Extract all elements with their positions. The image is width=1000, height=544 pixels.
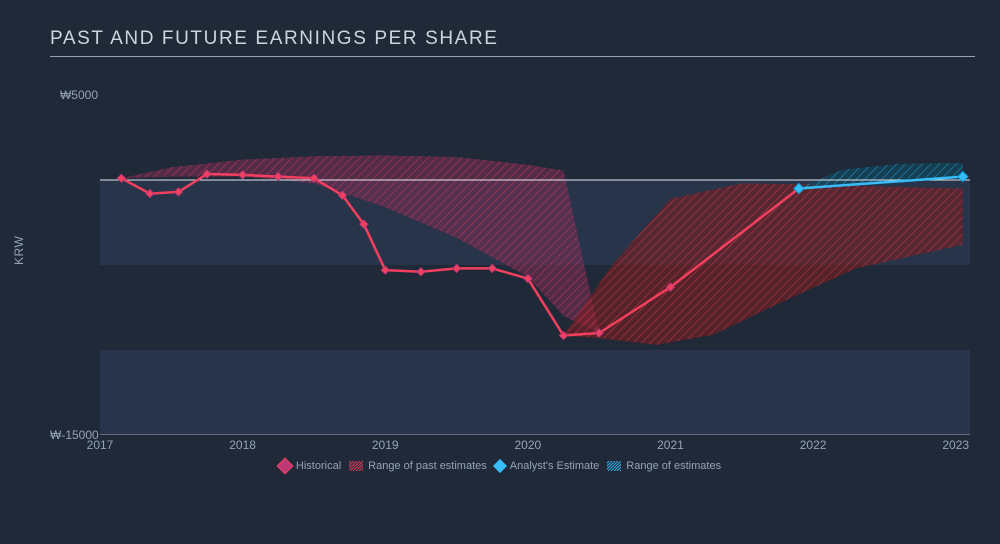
legend-historical: Historical — [279, 460, 341, 472]
chart-title: PAST AND FUTURE EARNINGS PER SHARE — [50, 28, 499, 50]
title-rule — [50, 56, 975, 57]
legend-label: Range of estimates — [626, 460, 721, 472]
hatch-icon — [349, 461, 363, 471]
diamond-icon — [493, 459, 507, 473]
x-tick-label: 2020 — [515, 438, 542, 452]
x-tick-label: 2018 — [229, 438, 256, 452]
legend-past-range: Range of past estimates — [349, 460, 487, 472]
x-tick-label: 2019 — [372, 438, 399, 452]
legend-analyst: Analyst's Estimate — [495, 460, 600, 472]
legend-label: Analyst's Estimate — [510, 460, 600, 472]
hatch-icon — [607, 461, 621, 471]
x-tick-label: 2017 — [87, 438, 114, 452]
x-tick-label: 2022 — [800, 438, 827, 452]
y-axis-label: KRW — [12, 236, 26, 265]
plot-svg — [100, 95, 970, 435]
legend: Historical Range of past estimates Analy… — [0, 460, 1000, 472]
legend-label: Range of past estimates — [368, 460, 487, 472]
diamond-icon — [276, 458, 293, 475]
plot-area — [100, 95, 970, 435]
x-tick-label: 2021 — [657, 438, 684, 452]
legend-est-range: Range of estimates — [607, 460, 721, 472]
legend-label: Historical — [296, 460, 341, 472]
chart-container: PAST AND FUTURE EARNINGS PER SHARE KRW ₩… — [0, 0, 1000, 544]
x-tick-label: 2023 — [942, 438, 969, 452]
y-tick-label: ₩5000 — [50, 88, 98, 102]
